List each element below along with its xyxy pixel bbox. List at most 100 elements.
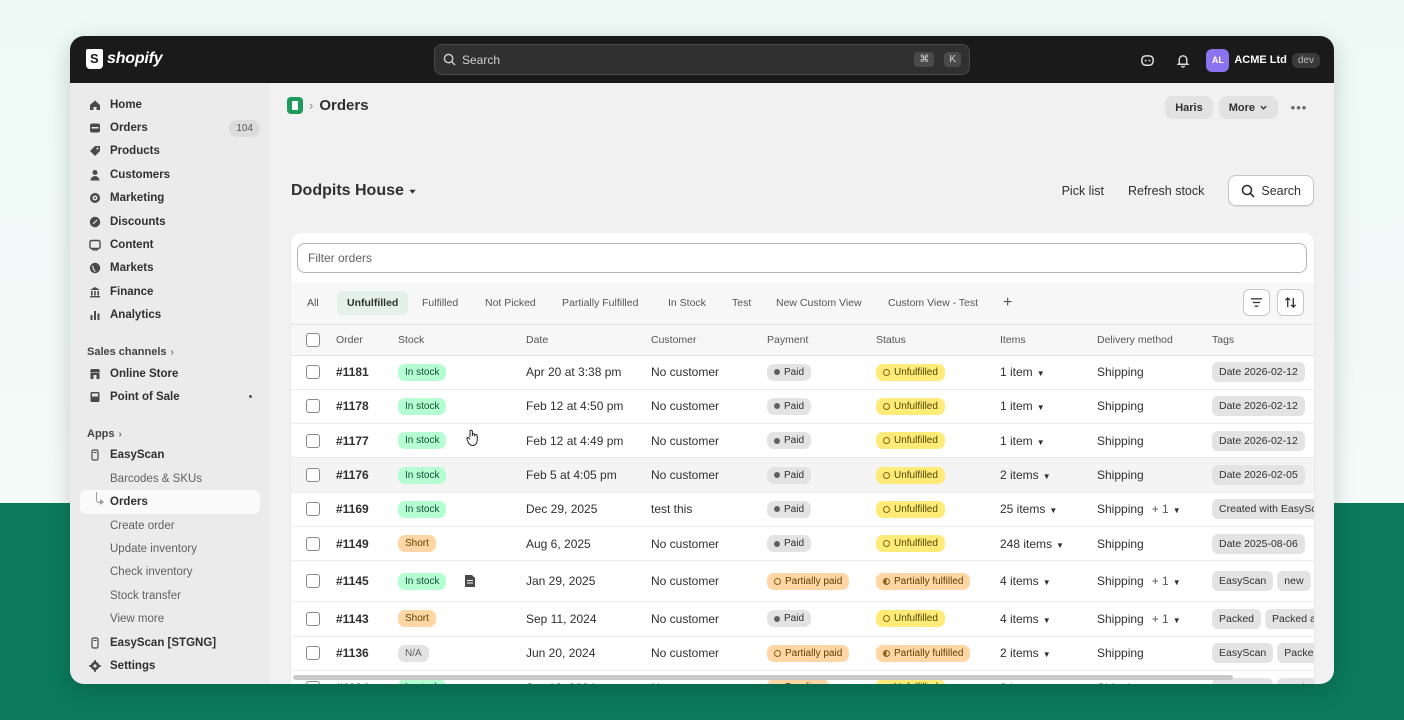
sidebar-subitem-view-more[interactable]: View more — [70, 607, 270, 630]
order-number-link[interactable]: #1134 — [336, 681, 369, 684]
global-search-input[interactable]: Search ⌘ K — [434, 44, 970, 75]
items-dropdown[interactable]: 25 items ▼ — [1000, 492, 1097, 527]
sidebar-item-marketing[interactable]: Marketing — [70, 187, 270, 210]
row-checkbox[interactable] — [306, 646, 320, 661]
column-header-payment[interactable]: Payment — [767, 325, 876, 356]
table-row[interactable]: #1143 Short Sep 11, 2024 No customer Pai… — [291, 601, 1314, 637]
sidebar-item-discounts[interactable]: Discounts — [70, 210, 270, 233]
sidebar-subitem-create-order[interactable]: Create order — [70, 514, 270, 537]
tab-unfulfilled[interactable]: Unfulfilled — [337, 291, 409, 315]
column-header-items[interactable]: Items — [1000, 325, 1097, 356]
row-checkbox[interactable] — [306, 680, 320, 684]
select-all-checkbox[interactable] — [306, 332, 320, 347]
location-selector[interactable]: Dodpits House — [291, 182, 417, 200]
column-header-status[interactable]: Status — [876, 325, 1000, 356]
sidebar-item-easyscan-stgng[interactable]: EasyScan [STGNG] — [70, 631, 270, 654]
sidebar-item-analytics[interactable]: Analytics — [70, 304, 270, 327]
document-icon[interactable] — [464, 574, 476, 588]
sidebar-subitem-barcodes[interactable]: Barcodes & SKUs — [70, 467, 270, 490]
column-header-date[interactable]: Date — [526, 325, 651, 356]
easyscan-app-icon[interactable] — [287, 97, 303, 114]
pick-list-button[interactable]: Pick list — [1061, 183, 1104, 198]
sidebar-subitem-check-inventory[interactable]: Check inventory — [70, 561, 270, 584]
items-dropdown[interactable]: 248 items ▼ — [1000, 526, 1097, 562]
refresh-stock-button[interactable]: Refresh stock — [1127, 183, 1205, 198]
more-actions-icon[interactable]: ••• — [1290, 100, 1308, 115]
row-checkbox[interactable] — [306, 433, 320, 448]
sidebar-item-online-store[interactable]: Online Store — [70, 362, 270, 385]
delivery-extra-dropdown[interactable]: + 1 ▼ — [1152, 612, 1181, 626]
order-number-link[interactable]: #1177 — [336, 433, 369, 448]
column-header-stock[interactable]: Stock — [398, 325, 526, 356]
tab-new-custom-view[interactable]: New Custom View — [776, 297, 862, 309]
apps-header[interactable]: Apps › — [70, 409, 270, 444]
row-checkbox[interactable] — [306, 574, 320, 589]
search-button[interactable]: Search — [1228, 175, 1314, 206]
sidebar-item-point-of-sale[interactable]: Point of Sale — [70, 385, 270, 408]
table-row[interactable]: #1169 In stock Dec 29, 2025 test this Pa… — [291, 492, 1314, 527]
sidebar-item-customers[interactable]: Customers — [70, 163, 270, 186]
order-number-link[interactable]: #1176 — [336, 468, 369, 483]
tab-in-stock[interactable]: In Stock — [668, 297, 706, 309]
order-number-link[interactable]: #1181 — [336, 365, 369, 380]
sidebar-item-products[interactable]: Products — [70, 140, 270, 163]
items-dropdown[interactable]: 2 items▼ — [1000, 457, 1097, 493]
delivery-extra-dropdown[interactable]: + 1 ▼ — [1152, 502, 1181, 516]
table-row[interactable]: #1177 In stock Feb 12 at 4:49 pm No cust… — [291, 423, 1314, 459]
store-menu[interactable]: AL ACME Ltd dev — [1206, 48, 1320, 72]
items-dropdown[interactable]: 1 item ▼ — [1000, 355, 1097, 390]
sidebar-item-easyscan[interactable]: EasyScan — [70, 444, 270, 467]
tab-test[interactable]: Test — [732, 297, 752, 309]
tab-custom-view-test[interactable]: Custom View - Test — [888, 297, 979, 309]
sidekick-icon[interactable] — [1134, 47, 1160, 73]
notifications-bell-icon[interactable] — [1170, 47, 1196, 73]
row-checkbox[interactable] — [306, 399, 320, 414]
sidebar-subitem-stock-transfer[interactable]: Stock transfer — [70, 584, 270, 607]
column-header-customer[interactable]: Customer — [651, 325, 767, 356]
items-dropdown[interactable]: 1 item ▼ — [1000, 389, 1097, 425]
sidebar-item-markets[interactable]: Markets — [70, 257, 270, 280]
table-row[interactable]: #1176 In stock Feb 5 at 4:05 pm No custo… — [291, 457, 1314, 493]
row-checkbox[interactable] — [306, 611, 320, 626]
tab-partially-fulfilled[interactable]: Partially Fulfilled — [562, 297, 639, 309]
column-header-order[interactable]: Order — [336, 325, 398, 356]
table-row[interactable]: #1145 In stock Jan 29, 2025 No customer … — [291, 560, 1314, 603]
items-dropdown[interactable]: 1 item ▼ — [1000, 423, 1097, 459]
sidebar-item-finance[interactable]: Finance — [70, 280, 270, 303]
table-row[interactable]: #1149 Short Aug 6, 2025 No customer Paid… — [291, 526, 1314, 562]
tab-fulfilled[interactable]: Fulfilled — [422, 297, 459, 309]
order-number-link[interactable]: #1143 — [336, 611, 369, 626]
row-checkbox[interactable] — [306, 365, 320, 380]
filter-sort-button[interactable] — [1243, 289, 1270, 316]
sidebar-item-home[interactable]: Home — [70, 93, 270, 116]
items-dropdown[interactable]: 4 items ▼ — [1000, 601, 1097, 637]
row-checkbox[interactable] — [306, 468, 320, 483]
table-row[interactable]: #1178 In stock Feb 12 at 4:50 pm No cust… — [291, 389, 1314, 425]
sidebar-item-settings[interactable]: Settings — [70, 654, 270, 677]
order-number-link[interactable]: #1169 — [336, 502, 369, 517]
horizontal-scrollbar[interactable] — [293, 675, 1233, 680]
order-number-link[interactable]: #1145 — [336, 574, 369, 589]
order-number-link[interactable]: #1136 — [336, 646, 369, 661]
tab-all[interactable]: All — [307, 297, 319, 309]
sidebar-item-orders[interactable]: Orders 104 — [70, 116, 270, 139]
column-header-tags[interactable]: Tags — [1212, 325, 1314, 356]
user-button[interactable]: Haris — [1165, 96, 1213, 119]
row-checkbox[interactable] — [306, 502, 320, 517]
row-checkbox[interactable] — [306, 536, 320, 551]
order-number-link[interactable]: #1149 — [336, 536, 369, 551]
sales-channels-header[interactable]: Sales channels › — [70, 327, 270, 362]
tab-not-picked[interactable]: Not Picked — [485, 297, 536, 309]
column-header-delivery[interactable]: Delivery method — [1097, 325, 1212, 356]
order-number-link[interactable]: #1178 — [336, 399, 369, 414]
table-row[interactable]: #1136 N/A Jun 20, 2024 No customer Parti… — [291, 636, 1314, 671]
delivery-extra-dropdown[interactable]: + 1 ▼ — [1152, 574, 1181, 588]
shopify-logo[interactable]: shopify — [86, 49, 163, 69]
items-dropdown[interactable]: 4 items ▼ — [1000, 560, 1097, 603]
more-button[interactable]: More — [1218, 96, 1278, 119]
sidebar-subitem-update-inventory[interactable]: Update inventory — [70, 537, 270, 560]
sort-button[interactable] — [1277, 289, 1304, 316]
items-dropdown[interactable]: 2 items▼ — [1000, 636, 1097, 671]
sidebar-item-content[interactable]: Content — [70, 233, 270, 256]
table-row[interactable]: #1181 In stock Apr 20 at 3:38 pm No cust… — [291, 355, 1314, 390]
